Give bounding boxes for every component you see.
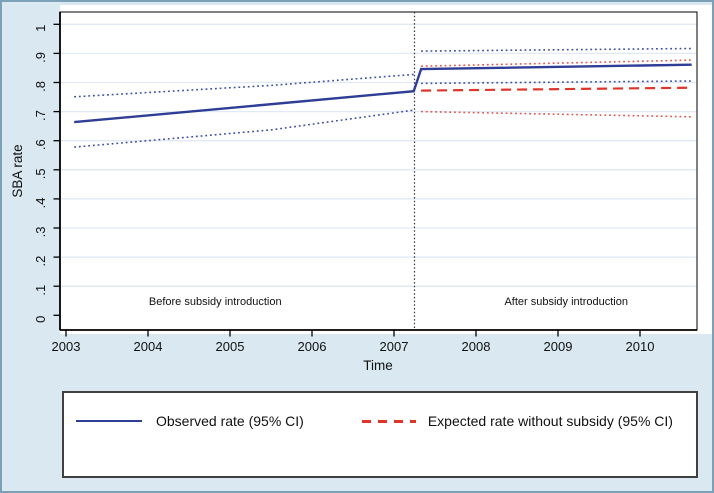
y-tick-label: .1 xyxy=(33,285,48,296)
y-tick-label: .7 xyxy=(33,110,48,121)
sba-rate-chart: 2003 2004 2005 2006 2007 2008 2009 2010 0 .1 .2 .3.… xyxy=(10,5,712,373)
annotation: After subsidy introduction xyxy=(504,296,628,308)
y-tick-label: .8 xyxy=(33,81,48,92)
x-tick-label: 2009 xyxy=(544,339,573,354)
x-tick-label: 2003 xyxy=(52,339,81,354)
y-tick-label: .6 xyxy=(33,139,48,150)
y-tick-label: .3 xyxy=(33,227,48,238)
series-expected-rate-without-subsidy xyxy=(421,86,692,92)
annotation: Before subsidy introduction xyxy=(149,296,282,308)
legend-expected-line-sample xyxy=(361,419,416,423)
legend-observed-line-sample xyxy=(76,420,142,422)
series-observed-ci-upper-pre xyxy=(74,73,414,98)
x-tick-label: 2005 xyxy=(216,339,245,354)
legend-row: Observed rate (95% CI) Expected rate wit… xyxy=(64,393,696,429)
y-tick-label: .5 xyxy=(33,168,48,179)
legend-expected-label: Expected rate without subsidy (95% CI) xyxy=(427,413,673,429)
legend-observed-label: Observed rate (95% CI) xyxy=(156,413,304,429)
y-tick-label: 0 xyxy=(33,316,48,323)
x-tick-label: 2010 xyxy=(626,339,655,354)
x-tick-label: 2004 xyxy=(134,339,163,354)
y-tick-label: 1 xyxy=(33,25,48,32)
series-observed-rate xyxy=(74,63,692,124)
x-tick-label: 2008 xyxy=(462,339,491,354)
x-axis-title: Time xyxy=(363,358,393,373)
y-axis-title: SBA rate xyxy=(10,144,25,197)
x-tick-label: 2007 xyxy=(380,339,409,354)
y-tick-label: .9 xyxy=(33,52,48,63)
y-tick-label: .4 xyxy=(33,197,48,208)
y-tick-label: .2 xyxy=(33,256,48,267)
legend: Observed rate (95% CI) Expected rate wit… xyxy=(62,391,698,478)
series-observed-ci-lower-pre xyxy=(74,109,414,148)
x-tick-label: 2006 xyxy=(298,339,327,354)
